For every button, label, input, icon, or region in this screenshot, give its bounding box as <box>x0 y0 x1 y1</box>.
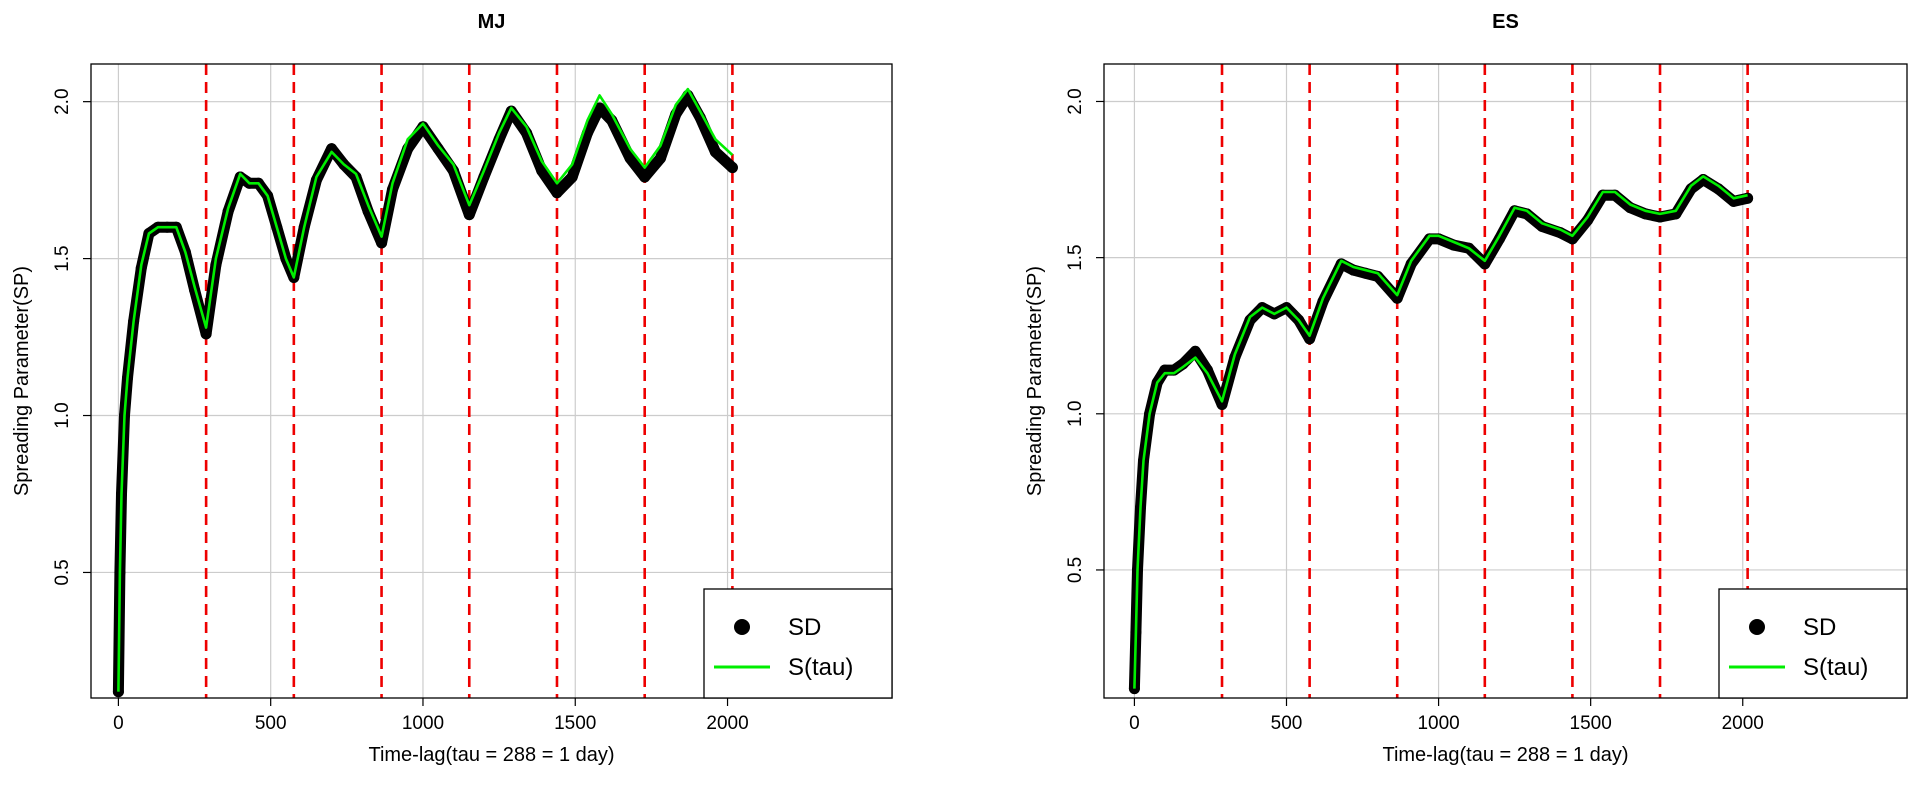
chart-panel-mj: 0 500 1000 1500 2000 0.5 1.0 1.5 2.0 MJ Time-lag(t… <box>11 11 893 766</box>
y-tick-label: 0.5 <box>1065 557 1086 583</box>
x-tick-label: 2000 <box>1722 713 1764 734</box>
series-stau-line <box>117 87 734 692</box>
legend-label-sd: SD <box>788 614 821 641</box>
series-sd-point <box>594 102 606 114</box>
series-sd-point <box>1216 398 1228 410</box>
x-tick-label: 0 <box>113 713 124 734</box>
legend-box <box>1718 588 1908 699</box>
series-sd-point <box>624 152 636 164</box>
series-sd-point <box>432 143 444 155</box>
series-sd-point <box>200 328 212 340</box>
y-axis-label: Spreading Parameter(SP) <box>1024 266 1046 496</box>
series-sd-band <box>1128 174 1754 695</box>
x-tick-label: 500 <box>255 713 287 734</box>
series-sd-point <box>1391 292 1403 304</box>
series-sd-point <box>1177 358 1189 370</box>
series-sd-point <box>1712 183 1724 195</box>
x-tick-label: 1500 <box>1570 713 1612 734</box>
x-tick-label: 500 <box>1271 713 1303 734</box>
y-tick-label: 2.0 <box>52 88 73 114</box>
legend-box <box>703 588 893 699</box>
series-sd-point <box>1566 233 1578 245</box>
series-sd-point <box>639 171 651 183</box>
y-tick-label: 0.5 <box>52 559 73 585</box>
series-sd-point <box>726 162 738 174</box>
series-sd-point <box>376 237 388 249</box>
y-tick-label: 1.0 <box>52 402 73 428</box>
legend-marker-sd <box>1749 619 1765 635</box>
series-sd-point <box>1128 683 1140 695</box>
legend-label-stau: S(tau) <box>1803 654 1868 681</box>
series-sd-point <box>112 686 124 698</box>
series-sd-point <box>1201 364 1213 376</box>
x-tick-label: 1500 <box>554 713 596 734</box>
legend-label-stau: S(tau) <box>788 654 853 681</box>
series-sd-point <box>326 143 338 155</box>
x-tick-label: 1000 <box>1417 713 1459 734</box>
series-sd-point <box>463 209 475 221</box>
series-sd-point <box>1479 258 1491 270</box>
plot-frame <box>1103 63 1908 699</box>
x-axis-label: Time-lag(tau = 288 = 1 day) <box>368 744 614 766</box>
legend-label-sd: SD <box>1803 614 1836 641</box>
y-tick-label: 1.5 <box>1065 244 1086 270</box>
series-sd-point <box>536 165 548 177</box>
chart-title: ES <box>1492 11 1519 33</box>
series-sd-point <box>1582 214 1594 226</box>
x-tick-label: 0 <box>1129 713 1140 734</box>
series-sd-point <box>1304 333 1316 345</box>
plot-frame <box>90 63 893 699</box>
x-tick-label: 2000 <box>706 713 748 734</box>
series-stau-line <box>1133 175 1748 689</box>
x-axis-label: Time-lag(tau = 288 = 1 day) <box>1382 744 1628 766</box>
series-sd-point <box>655 152 667 164</box>
series-sd-point <box>566 171 578 183</box>
x-tick-label: 1000 <box>402 713 444 734</box>
y-axis-label: Spreading Parameter(SP) <box>11 266 33 496</box>
plot-area <box>1128 174 1754 695</box>
series-sd-point <box>1189 345 1201 357</box>
chart-panel-es: 0 500 1000 1500 2000 0.5 1.0 1.5 2.0 ES Time-lag(t… <box>1024 11 1908 766</box>
legend-marker-sd <box>734 619 750 635</box>
y-tick-label: 1.5 <box>52 245 73 271</box>
series-sd-point <box>709 146 721 158</box>
chart-title: MJ <box>478 11 506 33</box>
series-sd-point <box>1742 192 1754 204</box>
y-tick-label: 1.0 <box>1065 401 1086 427</box>
series-sd-point <box>551 187 563 199</box>
series-sd-band <box>112 89 738 698</box>
y-tick-label: 2.0 <box>1065 88 1086 114</box>
plot-area <box>112 87 738 698</box>
